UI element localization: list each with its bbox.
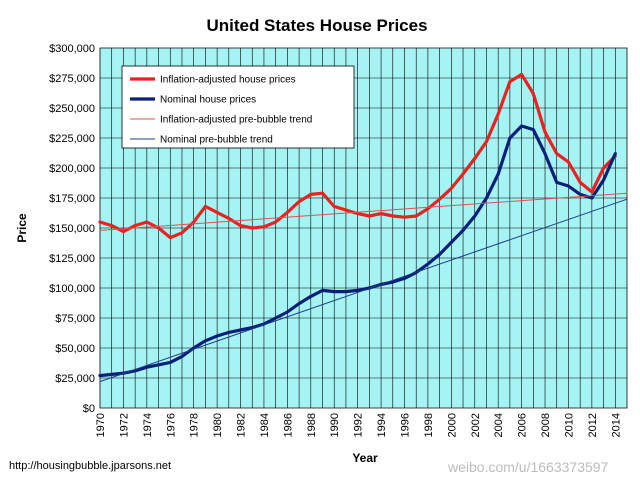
x-tick-label: 2002	[470, 413, 482, 437]
x-tick-label: 1974	[142, 413, 154, 437]
y-tick-label: $100,000	[49, 283, 95, 295]
x-tick-label: 2004	[493, 413, 505, 437]
x-tick-label: 2012	[587, 413, 599, 437]
legend-label: Inflation-adjusted pre-bubble trend	[160, 115, 312, 126]
y-axis-label: Price	[15, 213, 29, 243]
y-tick-label: $300,000	[49, 43, 95, 55]
series-group	[98, 72, 628, 383]
x-tick-label: 1992	[353, 413, 365, 437]
series-nominal-trend	[99, 198, 628, 383]
x-tick-label: 2006	[517, 413, 529, 437]
y-tick-label: $50,000	[55, 343, 95, 355]
watermark: weibo.com/u/1663373597	[448, 459, 609, 475]
x-tick-label: 1990	[329, 413, 341, 437]
x-tick-label: 2000	[446, 413, 458, 437]
x-axis-ticks: 1970 1972 1974 1976 1978 1980 1982 1984 1986 1988…	[95, 413, 622, 437]
x-tick-label: 2010	[563, 413, 575, 437]
series-inflation-adjusted-prices	[98, 72, 617, 240]
x-tick-label: 2014	[610, 413, 622, 437]
legend-label: Nominal house prices	[160, 95, 256, 106]
y-tick-label: $250,000	[49, 103, 95, 115]
x-tick-label: 2008	[540, 413, 552, 437]
x-tick-label: 1994	[376, 413, 388, 437]
chart-title: United States House Prices	[206, 16, 427, 35]
y-axis-ticks: $0 $25,000 $50,000 $75,000 $100,000 $125,000 $…	[49, 43, 95, 415]
x-tick-label: 1986	[282, 413, 294, 437]
y-tick-label: $275,000	[49, 73, 95, 85]
x-tick-label: 1976	[165, 413, 177, 437]
series-inflation-adjusted-trend	[99, 192, 628, 231]
y-tick-label: $175,000	[49, 193, 95, 205]
x-tick-label: 1996	[399, 413, 411, 437]
x-tick-label: 1970	[95, 413, 107, 437]
x-tick-label: 1998	[423, 413, 435, 437]
legend: Inflation-adjusted house prices Nominal h…	[121, 65, 355, 149]
x-axis-label: Year	[352, 451, 378, 465]
series-nominal-prices	[98, 124, 617, 378]
y-tick-label: $225,000	[49, 133, 95, 145]
x-tick-label: 1972	[118, 413, 130, 437]
legend-box	[121, 65, 355, 149]
y-tick-label: $75,000	[55, 313, 95, 325]
x-tick-label: 1988	[306, 413, 318, 437]
y-tick-label: $150,000	[49, 223, 95, 235]
y-tick-label: $0	[83, 403, 95, 415]
source-url: http://housingbubble.jparsons.net	[9, 460, 172, 472]
y-tick-label: $125,000	[49, 253, 95, 265]
x-tick-label: 1984	[259, 413, 271, 437]
legend-label: Nominal pre-bubble trend	[160, 135, 273, 146]
y-tick-label: $25,000	[55, 373, 95, 385]
x-tick-label: 1980	[212, 413, 224, 437]
y-tick-label: $200,000	[49, 163, 95, 175]
x-tick-label: 1978	[189, 413, 201, 437]
legend-label: Inflation-adjusted house prices	[160, 75, 296, 86]
x-tick-label: 1982	[236, 413, 248, 437]
